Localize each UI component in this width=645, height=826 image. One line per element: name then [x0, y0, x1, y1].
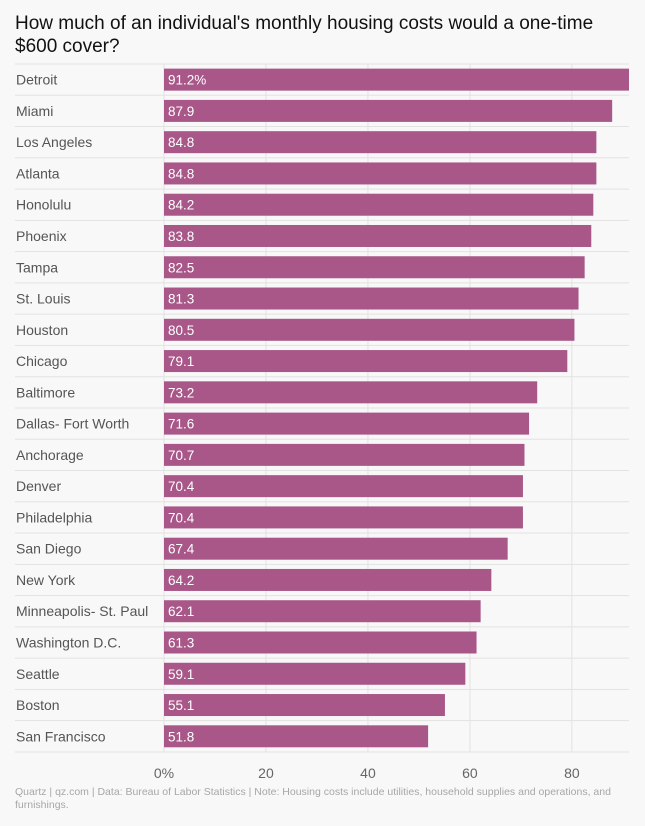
x-tick-label: 0%: [154, 765, 174, 780]
category-label: Los Angeles: [16, 134, 92, 150]
x-tick-label: 20: [258, 765, 274, 780]
category-label: Seattle: [16, 666, 60, 682]
category-label: Dallas- Fort Worth: [16, 416, 129, 432]
bar: [164, 350, 568, 373]
value-label: 70.7: [168, 448, 194, 463]
category-label: Minneapolis- St. Paul: [16, 603, 148, 619]
x-tick-label: 60: [462, 765, 478, 780]
value-label: 84.2: [168, 198, 194, 213]
bar: [164, 193, 594, 216]
value-label: 71.6: [168, 417, 194, 432]
bar: [164, 662, 466, 685]
chart-footer: Quartz | qz.com | Data: Bureau of Labor …: [15, 786, 611, 811]
bar: [164, 568, 492, 591]
bar: [164, 412, 530, 435]
category-label: San Francisco: [16, 728, 106, 744]
bar: [164, 99, 613, 122]
bar: [164, 537, 508, 560]
category-label: Denver: [16, 478, 61, 494]
category-label: San Diego: [16, 541, 82, 557]
bar: [164, 475, 523, 498]
value-label: 84.8: [168, 166, 194, 181]
bar: [164, 287, 579, 310]
value-label: 91.2%: [168, 73, 206, 88]
bar-chart: Detroit 91.2% Miami 87.9 Los Angeles 84.8 Atla…: [15, 63, 629, 780]
bar: [164, 443, 525, 466]
value-label: 87.9: [168, 104, 194, 119]
bar: [164, 256, 585, 279]
category-label: Miami: [16, 103, 53, 119]
bar: [164, 224, 592, 247]
bar: [164, 506, 523, 529]
value-label: 55.1: [168, 698, 194, 713]
category-label: Chicago: [16, 353, 68, 369]
value-label: 61.3: [168, 635, 194, 650]
category-label: Phoenix: [16, 228, 67, 244]
category-label: St. Louis: [16, 291, 70, 307]
value-label: 82.5: [168, 260, 194, 275]
x-tick-label: 80: [564, 765, 580, 780]
value-label: 59.1: [168, 667, 194, 682]
bar: [164, 600, 481, 623]
bar: [164, 68, 629, 91]
category-label: Atlanta: [16, 165, 60, 181]
bar: [164, 631, 477, 654]
value-label: 84.8: [168, 135, 194, 150]
category-label: Houston: [16, 322, 68, 338]
chart-title: How much of an individual's monthly hous…: [15, 13, 594, 57]
value-label: 67.4: [168, 542, 195, 557]
value-label: 81.3: [168, 292, 194, 307]
bar: [164, 725, 429, 748]
value-label: 83.8: [168, 229, 194, 244]
value-label: 73.2: [168, 385, 194, 400]
value-label: 51.8: [168, 729, 194, 744]
category-label: Boston: [16, 697, 60, 713]
category-label: Anchorage: [16, 447, 84, 463]
category-label: New York: [16, 572, 76, 588]
bar: [164, 318, 575, 341]
value-label: 70.4: [168, 510, 195, 525]
value-label: 80.5: [168, 323, 194, 338]
bar: [164, 162, 597, 185]
bar: [164, 694, 445, 717]
category-label: Tampa: [16, 259, 58, 275]
category-label: Washington D.C.: [16, 634, 121, 650]
bar: [164, 381, 538, 404]
value-label: 64.2: [168, 573, 194, 588]
category-label: Philadelphia: [16, 509, 92, 525]
value-label: 62.1: [168, 604, 194, 619]
value-label: 70.4: [168, 479, 195, 494]
bar: [164, 131, 597, 154]
category-label: Baltimore: [16, 384, 75, 400]
value-label: 79.1: [168, 354, 194, 369]
category-label: Detroit: [16, 72, 57, 88]
category-label: Honolulu: [16, 197, 71, 213]
x-tick-label: 40: [360, 765, 376, 780]
